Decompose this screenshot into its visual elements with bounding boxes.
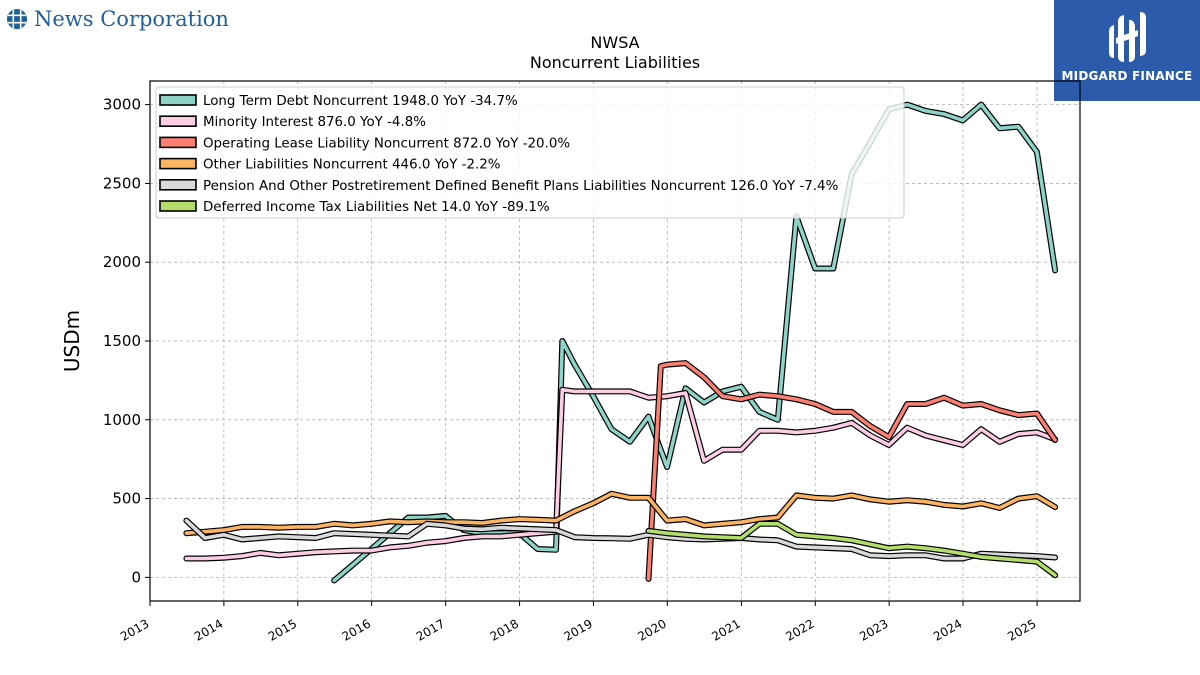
series-line-stroke: [646, 522, 1057, 577]
chart-title: NWSA: [590, 33, 639, 52]
globe-icon: [7, 9, 27, 29]
legend-item: Deferred Income Tax Liabilities Net 14.0…: [159, 200, 550, 215]
legend-swatch: [159, 157, 197, 170]
x-axis: 2013 2014 2015 2016 2017 2018 2019 2020 2021 2022…: [118, 601, 1039, 644]
legend-label: Minority Interest 876.0 YoY -4.8%: [203, 115, 426, 130]
y-tick-label: 3000: [103, 96, 141, 114]
legend-swatch: [159, 179, 197, 191]
x-tick-label: 2019: [561, 616, 594, 643]
company-name: News Corporation: [34, 7, 229, 31]
legend-label: Long Term Debt Noncurrent 1948.0 YoY -34…: [203, 94, 518, 109]
legend: Long Term Debt Noncurrent 1948.0 YoY -34…: [155, 86, 905, 219]
y-tick-label: 2000: [103, 253, 141, 271]
legend-item: Pension And Other Postretirement Defined…: [159, 179, 838, 194]
series-line-stroke: [184, 492, 1057, 535]
legend-item: Operating Lease Liability Noncurrent 872…: [159, 136, 570, 151]
series-layer: [183, 101, 1059, 584]
series-line: [183, 386, 1059, 562]
legend-box: [155, 86, 905, 219]
x-tick-label: 2018: [488, 616, 521, 643]
y-axis-label: USDm: [60, 310, 84, 372]
x-tick-label: 2016: [340, 616, 373, 643]
x-tick-label: 2014: [192, 616, 225, 643]
y-tick-label: 500: [112, 490, 141, 508]
legend-label: Deferred Income Tax Liabilities Net 14.0…: [203, 200, 550, 215]
y-tick-label: 1000: [103, 411, 141, 429]
series-line-stroke: [646, 361, 1057, 581]
legend-item: Long Term Debt Noncurrent 1948.0 YoY -34…: [159, 94, 518, 109]
legend-label: Pension And Other Postretirement Defined…: [203, 179, 838, 194]
legend-swatch: [159, 200, 197, 212]
brand-name: MIDGARD FINANCE: [1061, 69, 1193, 83]
y-axis: 0 500 1000 1500 2000 2500 3000: [103, 96, 150, 586]
x-tick-label: 2013: [118, 616, 151, 643]
series-line: [645, 360, 1059, 582]
series-line-stroke: [184, 518, 1057, 561]
legend-item: Minority Interest 876.0 YoY -4.8%: [159, 115, 426, 130]
x-tick-label: 2017: [414, 616, 447, 643]
x-tick-label: 2023: [857, 616, 890, 643]
series-line-stroke: [184, 388, 1057, 561]
series-line: [645, 520, 1059, 579]
x-tick-label: 2015: [266, 616, 299, 643]
x-tick-label: 2025: [1005, 616, 1038, 643]
legend-swatch: [159, 115, 197, 127]
legend-item: Other Liabilities Noncurrent 446.0 YoY -…: [159, 157, 501, 173]
legend-label: Other Liabilities Noncurrent 446.0 YoY -…: [203, 158, 501, 173]
chart-subtitle: Noncurrent Liabilities: [530, 53, 700, 72]
y-tick-label: 2500: [103, 174, 141, 192]
legend-swatch: [159, 136, 197, 149]
legend-label: Operating Lease Liability Noncurrent 872…: [203, 136, 570, 151]
x-tick-label: 2024: [931, 616, 964, 643]
brand-mark-icon: [1109, 12, 1146, 62]
y-tick-label: 0: [131, 568, 141, 586]
x-tick-label: 2021: [709, 616, 742, 643]
x-tick-label: 2022: [783, 616, 816, 643]
series-line-outline: [183, 386, 1059, 562]
brand-logo: MIDGARD FINANCE: [1054, 0, 1200, 101]
y-tick-label: 1500: [103, 332, 141, 350]
company-logo: News Corporation: [6, 5, 229, 33]
legend-swatch: [159, 94, 197, 106]
series-line: [183, 490, 1059, 537]
series-line: [183, 517, 1059, 562]
x-tick-label: 2020: [635, 616, 668, 643]
